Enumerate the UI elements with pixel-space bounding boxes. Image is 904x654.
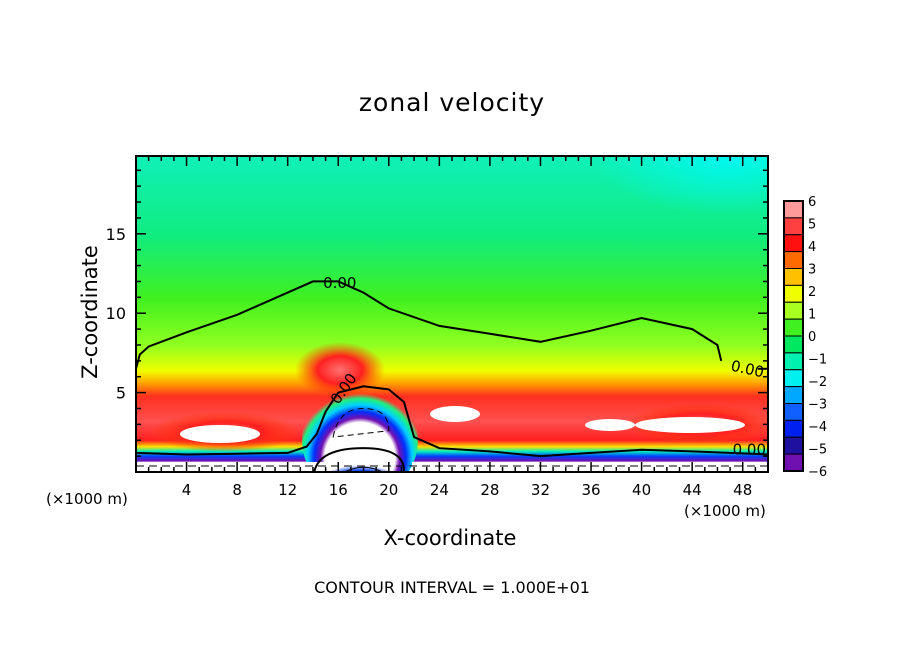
colorbar-label: −2 [808, 375, 827, 390]
contour-lines [136, 280, 768, 472]
colorbar-frame [783, 200, 804, 472]
x-tick-label: 40 [632, 481, 651, 499]
colorbar-label: 1 [808, 308, 816, 323]
y-tick-label: 15 [106, 225, 126, 244]
x-axis-ticks: 4 8 12 16 20 24 28 32 36 40 44 48 [147, 156, 757, 499]
colorbar-swatch [783, 419, 804, 438]
colorbar-swatch [783, 268, 804, 286]
white-max-left [180, 425, 260, 443]
colorbar-label: 6 [808, 195, 816, 210]
x-axis-label: X-coordinate [383, 526, 517, 550]
x-tick-label: 28 [480, 481, 499, 499]
x-tick-label: 44 [683, 481, 702, 499]
x-tick-label: 16 [329, 481, 348, 499]
colorbar-swatch [783, 234, 804, 253]
colorbar-label: 4 [808, 240, 816, 255]
white-max-center [430, 406, 480, 422]
x-tick-label: 24 [430, 481, 449, 499]
white-max-mid [585, 419, 635, 431]
zero-contour-bowl [313, 447, 405, 472]
y-tick-label: 10 [106, 304, 126, 323]
colorbar-swatch [783, 453, 804, 472]
colorbar-label: −5 [808, 443, 827, 458]
x-tick-label: 12 [278, 481, 297, 499]
colorbar-swatch [783, 318, 804, 337]
x-unit-label-left: (×1000 m) [46, 490, 128, 508]
colorbar: 6 5 4 3 2 1 0 −1 −2 −3 −4 −5 −6 [783, 195, 827, 480]
chart-title: zonal velocity [358, 88, 546, 117]
x-tick-label: 48 [733, 481, 752, 499]
colorbar-label: −6 [808, 465, 827, 480]
colorbar-swatch [783, 386, 804, 404]
colorbar-swatch [783, 251, 804, 269]
contour-interval-text: CONTOUR INTERVAL = 1.000E+01 [314, 578, 590, 597]
colorbar-swatch [783, 369, 804, 388]
colorbar-swatch [783, 200, 804, 219]
colorbar-swatch [783, 436, 804, 455]
colorbar-label: −3 [808, 398, 827, 413]
colorbar-swatch [783, 301, 804, 320]
colorbar-label: 2 [808, 285, 816, 300]
colorbar-label: 3 [808, 263, 816, 278]
colorbar-label: −4 [808, 420, 827, 435]
colorbar-swatch [783, 403, 804, 421]
y-axis-label: Z-coordinate [78, 245, 102, 379]
x-unit-label-right: (×1000 m) [684, 502, 766, 520]
cyan-region-top-right [500, 156, 768, 276]
y-axis-ticks: 5 10 15 [106, 169, 768, 457]
colorbar-label: −1 [808, 353, 827, 368]
zero-contour-lower [136, 385, 768, 458]
contour-label: 0.00 [733, 441, 766, 459]
x-tick-label: 8 [232, 481, 242, 499]
negative-contour-hill [332, 407, 390, 438]
colorbar-swatch [783, 335, 804, 354]
x-tick-label: 4 [182, 481, 192, 499]
x-tick-label: 36 [581, 481, 600, 499]
colorbar-label: 5 [808, 218, 816, 233]
colorbar-label: 0 [808, 330, 816, 345]
colorbar-swatch [783, 217, 804, 236]
surface-jet-bowl [305, 435, 415, 472]
x-tick-label: 32 [531, 481, 550, 499]
zero-contour-upper [136, 280, 723, 370]
y-tick-label: 5 [116, 384, 126, 403]
colorbar-swatch [783, 352, 804, 371]
colorbar-swatch [783, 284, 804, 303]
white-max-right [635, 417, 745, 433]
contour-label: 0.00 [323, 274, 356, 292]
heatmap-field [136, 156, 768, 472]
x-tick-label: 20 [379, 481, 398, 499]
